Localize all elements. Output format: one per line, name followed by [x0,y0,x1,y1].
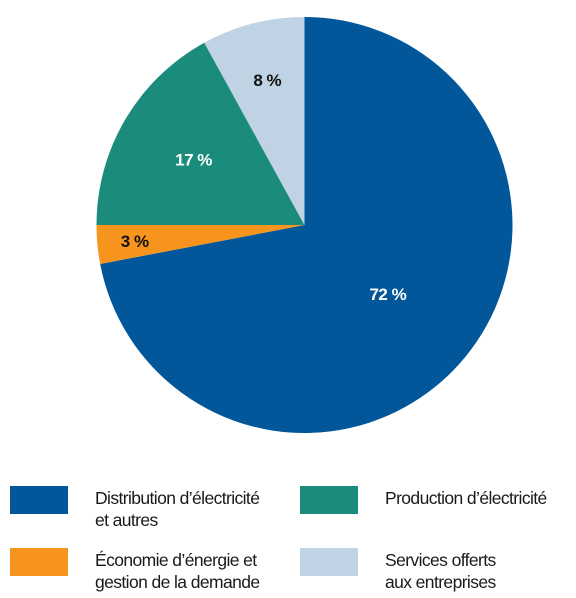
pie-chart: 72 % 3 % 17 % 8 % [96,17,513,433]
pie-slice-distribution [100,17,513,433]
slice-label-services: 8 % [253,71,281,90]
legend-swatch-production [300,486,358,514]
legend-label-distribution: Distribution d’électricité et autres [95,488,260,530]
legend-swatch-economie [10,548,68,576]
legend-label-economie: Économie d’énergie et gestion de la dema… [95,550,260,592]
slice-label-production: 17 % [175,150,212,169]
pie-slice-services [204,17,305,225]
slice-label-distribution: 72 % [369,285,406,304]
legend: Distribution d’électricité et autres Pro… [0,478,576,598]
pie-slice-economie [96,225,305,264]
legend-label-services: Services offerts aux entreprises [385,550,496,592]
legend-swatch-services [300,548,358,576]
slice-label-economie: 3 % [121,232,149,251]
pie-slice-production [96,42,305,225]
legend-swatch-distribution [10,486,68,514]
legend-label-production: Production d’électricité [385,488,547,508]
